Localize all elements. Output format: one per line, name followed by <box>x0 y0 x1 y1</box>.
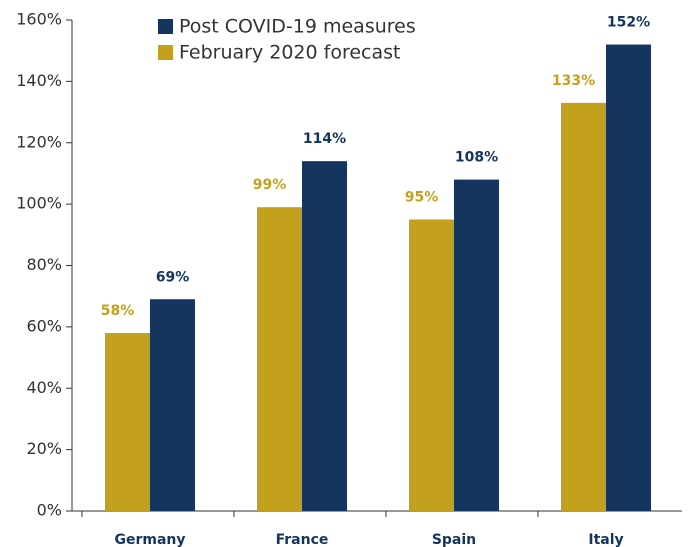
bar <box>150 299 195 511</box>
bar <box>257 207 302 511</box>
y-tick-label: 80% <box>26 255 62 274</box>
legend-swatch <box>158 19 173 34</box>
x-tick-label: Spain <box>432 532 476 547</box>
y-tick-label: 40% <box>26 378 62 397</box>
y-tick-label: 120% <box>16 132 62 151</box>
x-tick-label: France <box>276 532 329 547</box>
bar <box>409 219 454 511</box>
y-tick-label: 0% <box>37 501 62 520</box>
legend-label: February 2020 forecast <box>179 42 400 64</box>
value-label: 99% <box>253 177 287 193</box>
bar <box>302 161 347 511</box>
value-label: 58% <box>101 303 135 319</box>
bar <box>454 179 499 511</box>
y-tick-label: 20% <box>26 439 62 458</box>
bar <box>105 333 150 511</box>
value-label: 114% <box>303 131 346 147</box>
value-label: 95% <box>405 189 439 205</box>
legend-swatch <box>158 45 173 60</box>
value-label: 133% <box>552 73 595 89</box>
y-tick-label: 140% <box>16 71 62 90</box>
y-tick-label: 60% <box>26 316 62 335</box>
y-tick-label: 100% <box>16 194 62 213</box>
value-label: 152% <box>607 15 650 31</box>
x-tick-label: Italy <box>588 532 623 547</box>
value-label: 108% <box>455 150 498 166</box>
bar <box>606 44 651 512</box>
bar <box>561 102 606 511</box>
value-label: 69% <box>156 269 190 285</box>
legend-label: Post COVID-19 measures <box>179 16 416 38</box>
y-tick-label: 160% <box>16 10 62 29</box>
x-tick-label: Germany <box>114 532 185 547</box>
